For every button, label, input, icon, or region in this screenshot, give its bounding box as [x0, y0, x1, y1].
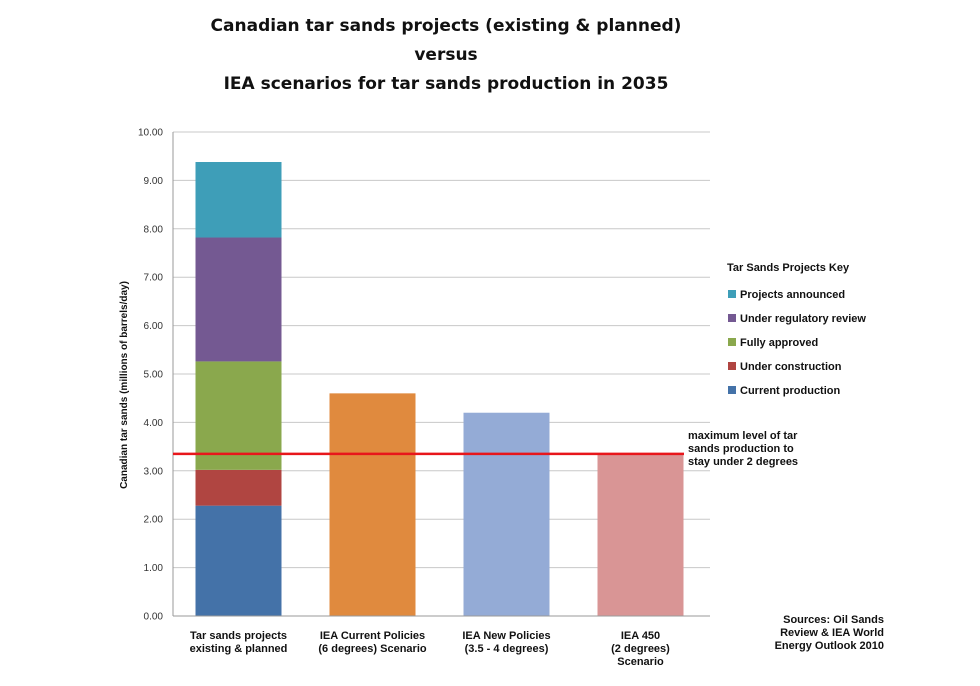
category-label: existing & planned — [190, 643, 288, 655]
scenario-bar — [463, 412, 550, 616]
scenario-bar — [597, 453, 684, 616]
reference-line-label: stay under 2 degrees — [688, 456, 798, 468]
legend-label: Current production — [740, 385, 840, 397]
y-tick-label: 8.00 — [144, 224, 164, 235]
legend-swatch — [728, 290, 736, 298]
stacked-bar-segment — [195, 505, 282, 616]
legend-label: Under regulatory review — [740, 313, 866, 325]
stacked-bar-segment — [195, 361, 282, 470]
legend-title: Tar Sands Projects Key — [727, 262, 850, 274]
category-label: (6 degrees) Scenario — [318, 643, 426, 655]
y-tick-label: 6.00 — [144, 321, 164, 332]
reference-line-label: sands production to — [688, 443, 794, 455]
chart-title-line: versus — [414, 45, 477, 65]
stacked-bar-segment — [195, 162, 282, 238]
legend-label: Fully approved — [740, 337, 818, 349]
y-tick-label: 0.00 — [144, 612, 164, 623]
legend-swatch — [728, 362, 736, 370]
y-tick-label: 2.00 — [144, 515, 164, 526]
y-tick-label: 5.00 — [144, 370, 164, 381]
chart-title-line: Canadian tar sands projects (existing & … — [211, 16, 682, 36]
category-label: IEA New Policies — [462, 630, 550, 642]
bars — [195, 162, 684, 616]
legend-swatch — [728, 314, 736, 322]
legend-swatch — [728, 386, 736, 394]
category-label: IEA 450 — [621, 630, 660, 642]
legend: Tar Sands Projects Key Projects announced… — [727, 262, 866, 397]
y-tick-label: 4.00 — [144, 418, 164, 429]
source-line: Sources: Oil Sands — [783, 614, 884, 626]
scenario-bar — [329, 393, 416, 616]
category-label: IEA Current Policies — [320, 630, 425, 642]
category-label: Scenario — [617, 656, 664, 668]
y-tick-label: 10.00 — [138, 128, 163, 139]
y-tick-label: 3.00 — [144, 466, 164, 477]
source-line: Energy Outlook 2010 — [775, 640, 884, 652]
y-tick-label: 1.00 — [144, 563, 164, 574]
category-label: Tar sands projects — [190, 630, 287, 642]
y-axis-label: Canadian tar sands (millions of barrels/… — [119, 281, 130, 489]
source-line: Review & IEA World — [780, 627, 884, 639]
category-label: (3.5 - 4 degrees) — [465, 643, 549, 655]
y-tick-label: 7.00 — [144, 273, 164, 284]
y-tick-label: 9.00 — [144, 176, 164, 187]
category-label: (2 degrees) — [611, 643, 670, 655]
stacked-bar-segment — [195, 469, 282, 506]
stacked-bar-segment — [195, 237, 282, 362]
chart-title-line: IEA scenarios for tar sands production i… — [224, 74, 669, 94]
chart-title: Canadian tar sands projects (existing & … — [211, 16, 682, 94]
legend-label: Under construction — [740, 361, 842, 373]
legend-swatch — [728, 338, 736, 346]
reference-line-label: maximum level of tar — [688, 430, 798, 442]
y-tick-labels: 0.00 1.00 2.00 3.00 4.00 5.00 6.00 7.00 8.00 9.00… — [138, 128, 163, 623]
legend-label: Projects announced — [740, 289, 845, 301]
